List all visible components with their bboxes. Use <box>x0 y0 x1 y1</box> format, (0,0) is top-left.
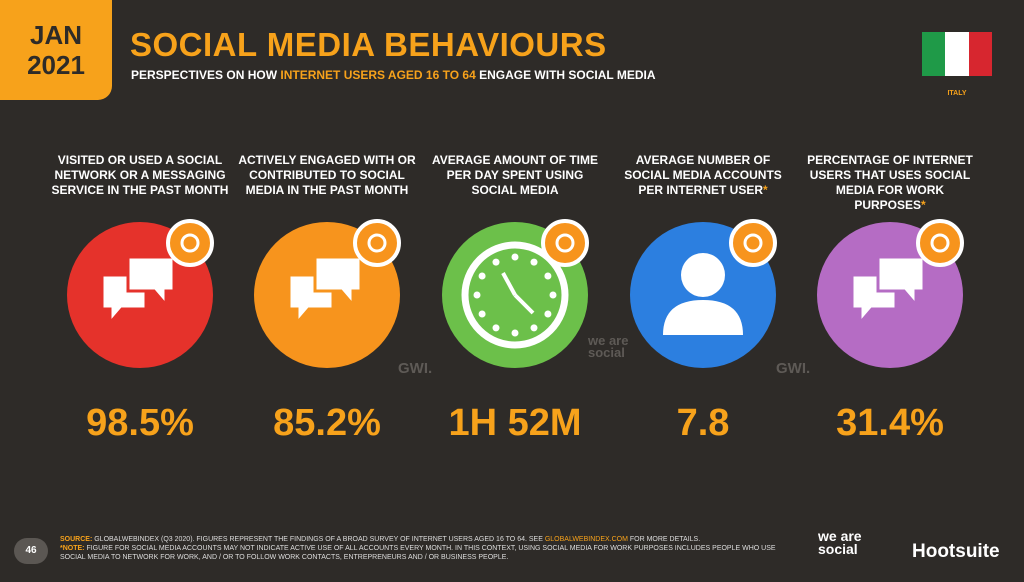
date-year: 2021 <box>27 50 85 80</box>
badge <box>541 219 589 267</box>
clock-face <box>461 241 569 349</box>
footer-notes: SOURCE: GLOBALWEBINDEX (Q3 2020). FIGURE… <box>60 535 780 562</box>
subtitle-end: ENGAGE WITH SOCIAL MEDIA <box>475 68 656 82</box>
note-mark: * <box>763 183 768 197</box>
clock-dot <box>492 324 500 332</box>
stat-value: 85.2% <box>273 402 381 444</box>
brand-hootsuite: Hootsuite <box>912 541 1000 562</box>
stat-value: 98.5% <box>86 402 194 444</box>
clock-hand <box>501 272 517 296</box>
stat-label: AVERAGE NUMBER OF SOCIAL MEDIA ACCOUNTS … <box>613 153 793 198</box>
chat-bubble <box>313 255 363 310</box>
stat-label: VISITED OR USED A SOCIAL NETWORK OR A ME… <box>50 153 230 198</box>
source-link: GLOBALWEBINDEX.COM <box>544 536 628 543</box>
badge <box>166 219 214 267</box>
date-month: JAN <box>29 20 82 50</box>
subtitle-highlight: INTERNET USERS AGED 16 TO 64 <box>280 68 476 82</box>
date-box: JAN 2021 <box>0 0 112 100</box>
stat-label: AVERAGE AMOUNT OF TIME PER DAY SPENT USI… <box>425 153 605 198</box>
stat-label: PERCENTAGE OF INTERNET USERS THAT USES S… <box>800 153 980 213</box>
clock-dot <box>511 329 519 337</box>
subtitle-start: PERSPECTIVES ON HOW <box>131 68 281 82</box>
note-text: FIGURE FOR SOCIAL MEDIA ACCOUNTS MAY NOT… <box>60 545 776 561</box>
source-end: FOR MORE DETAILS. <box>627 536 701 543</box>
clock-dot <box>478 310 486 318</box>
flag <box>922 32 992 76</box>
watermark: GWI. <box>776 360 811 377</box>
stat-label: ACTIVELY ENGAGED WITH OR CONTRIBUTED TO … <box>237 153 417 198</box>
label-text: AVERAGE NUMBER OF SOCIAL MEDIA ACCOUNTS … <box>624 153 782 197</box>
title: SOCIAL MEDIA BEHAVIOURS <box>130 26 607 63</box>
badge <box>916 219 964 267</box>
chat-bubble <box>876 255 926 310</box>
badge-glyph <box>180 233 200 253</box>
stat-value: 1H 52M <box>448 402 582 444</box>
clock-dot <box>492 258 500 266</box>
badge <box>729 219 777 267</box>
badge-glyph <box>367 233 387 253</box>
label-text: VISITED OR USED A SOCIAL NETWORK OR A ME… <box>51 153 229 197</box>
label-text: AVERAGE AMOUNT OF TIME PER DAY SPENT USI… <box>432 153 598 197</box>
stat-value: 7.8 <box>676 402 730 444</box>
stat-value: 31.4% <box>836 402 944 444</box>
note-mark: * <box>921 198 926 212</box>
clock-dot <box>530 258 538 266</box>
subtitle: PERSPECTIVES ON HOW INTERNET USERS AGED … <box>131 68 656 82</box>
clock-dot <box>511 253 519 261</box>
brand-was: we are social <box>818 528 862 557</box>
country: ITALY <box>947 90 967 97</box>
clock-dot <box>544 272 552 280</box>
clock-dot <box>530 324 538 332</box>
badge-glyph <box>930 233 950 253</box>
clock-dot <box>478 272 486 280</box>
clock-dot <box>544 310 552 318</box>
source-text: GLOBALWEBINDEX (Q3 2020). FIGURES REPRES… <box>92 536 545 543</box>
badge-glyph <box>743 233 763 253</box>
badge <box>353 219 401 267</box>
person-body <box>663 300 743 335</box>
watermark: we are social <box>588 333 629 360</box>
chat-bubble <box>126 255 176 310</box>
clock-hand <box>513 293 535 315</box>
label-text: ACTIVELY ENGAGED WITH OR CONTRIBUTED TO … <box>238 153 416 197</box>
clock-dot <box>473 291 481 299</box>
note-label: *NOTE: <box>60 545 85 552</box>
badge-glyph <box>555 233 575 253</box>
clock-dot <box>549 291 557 299</box>
source-label: SOURCE: <box>60 536 93 543</box>
watermark: GWI. <box>398 360 433 377</box>
page-number: 46 <box>14 538 48 564</box>
label-text: PERCENTAGE OF INTERNET USERS THAT USES S… <box>807 153 973 212</box>
person-head <box>681 253 725 297</box>
